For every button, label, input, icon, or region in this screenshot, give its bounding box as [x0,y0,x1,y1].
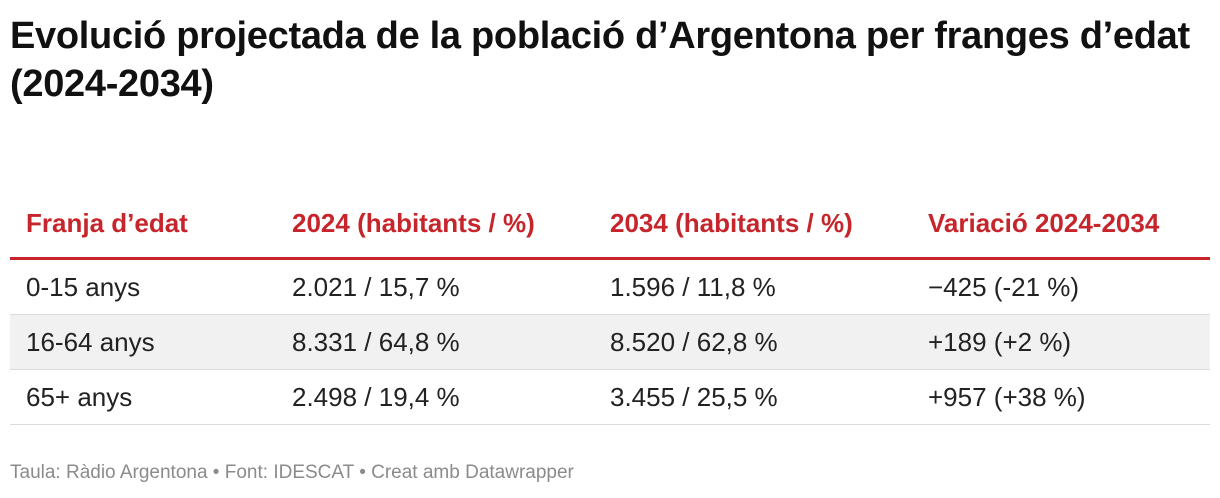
table-row: 0-15 anys 2.021 / 15,7 % 1.596 / 11,8 % … [10,260,1210,315]
table-cell: −425 (-21 %) [928,272,1080,302]
table-row: 16-64 anys 8.331 / 64,8 % 8.520 / 62,8 %… [10,315,1210,370]
table-cell: 1.596 / 11,8 % [610,272,776,302]
column-header-age-group: Franja d’edat [26,208,188,238]
table-cell: +957 (+38 %) [928,382,1086,412]
table-cell: 3.455 / 25,5 % [610,382,778,412]
table-row: 65+ anys 2.498 / 19,4 % 3.455 / 25,5 % +… [10,370,1210,425]
table-cell: 2.021 / 15,7 % [292,272,460,302]
data-table: Franja d’edat 2024 (habitants / %) 2034 … [10,165,1210,425]
source-footer: Taula: Ràdio Argentona • Font: IDESCAT •… [10,462,574,483]
table-cell: 2.498 / 19,4 % [292,382,460,412]
table-header-row: Franja d’edat 2024 (habitants / %) 2034 … [10,165,1210,260]
column-header-2024: 2024 (habitants / %) [292,208,535,238]
table-cell: 8.331 / 64,8 % [292,327,460,357]
table-cell: 0-15 anys [26,272,141,302]
table-cell: 8.520 / 62,8 % [610,327,778,357]
column-header-variation: Variació 2024-2034 [928,208,1160,238]
column-header-2034: 2034 (habitants / %) [610,208,853,238]
table-cell: 65+ anys [26,382,133,412]
table-cell: +189 (+2 %) [928,327,1072,357]
table-cell: 16-64 anys [26,327,155,357]
chart-title: Evolució projectada de la població d’Arg… [10,15,1190,105]
